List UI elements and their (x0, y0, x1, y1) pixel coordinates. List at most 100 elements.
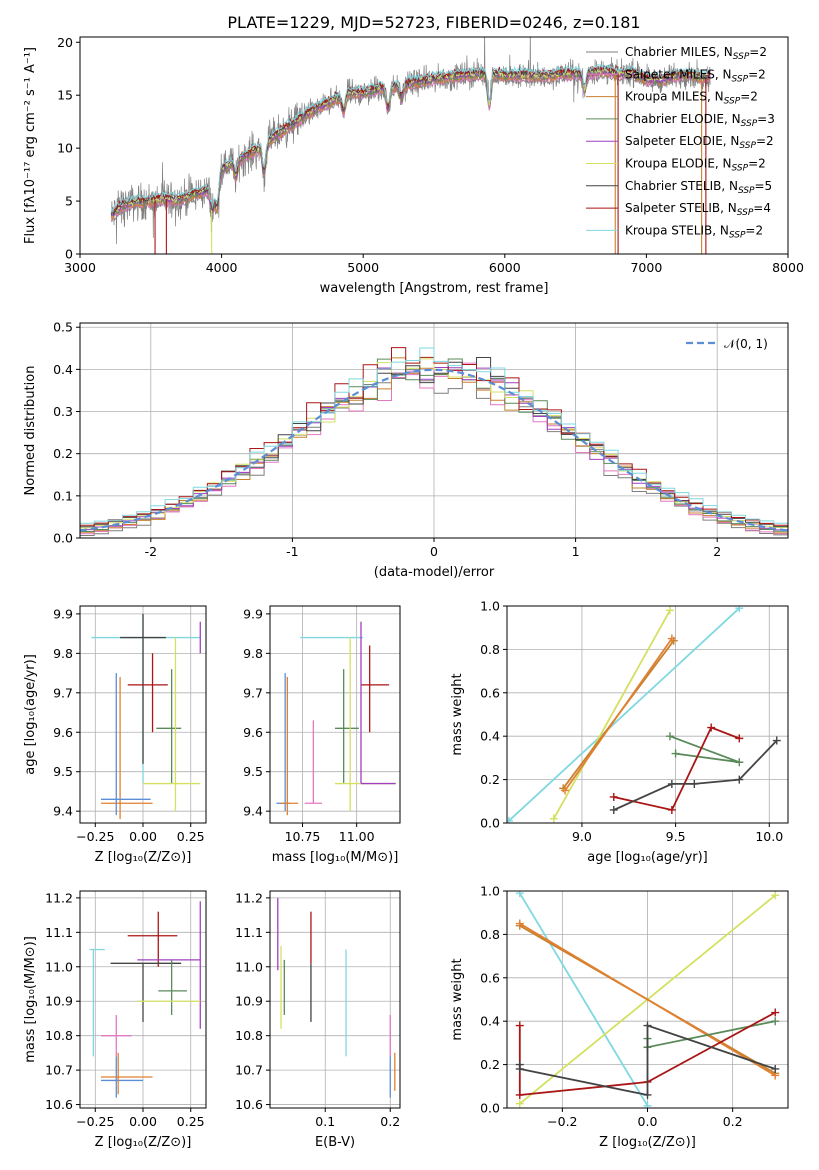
y-tick-label: 11.2 (45, 890, 73, 905)
y-tick-label: 11.1 (235, 925, 263, 940)
y-tick-label: 10.8 (45, 1028, 73, 1043)
x-tick-label: 0.00 (129, 1114, 157, 1129)
y-axis-label: Normed distribution (23, 366, 38, 496)
x-tick-label: -2 (145, 544, 157, 559)
age_vs_Z-plot-area (91, 613, 201, 820)
x-tick-label: 10.0 (755, 829, 783, 844)
plus-marker (549, 814, 558, 823)
y-axis-label: age [log₁₀(age/yr)] (23, 654, 38, 775)
y-tick-label: 0.2 (53, 446, 73, 461)
y-tick-label: 0.2 (480, 1057, 500, 1072)
plus-marker (515, 891, 524, 898)
y-tick-label: 9.4 (53, 804, 73, 819)
x-axis-label: (data-model)/error (374, 565, 495, 580)
axes-frame (269, 605, 401, 824)
plus-marker (665, 606, 674, 615)
y-tick-label: 10.7 (235, 1063, 263, 1078)
age_vs_mass-plot-area (276, 621, 396, 816)
residuals-plot-area (80, 347, 788, 537)
errorbar-point (91, 613, 201, 784)
mass_weight_vs_Z-plot-area (515, 891, 780, 1108)
y-tick-label: 10.8 (235, 1028, 263, 1043)
errorbar-point (110, 962, 182, 1022)
y-tick-label: 0.0 (53, 531, 73, 546)
y-tick-label: 9.9 (243, 606, 263, 621)
y-tick-label: 9.6 (53, 725, 73, 740)
y-tick-label: 10.6 (235, 1097, 263, 1112)
plus-marker (735, 758, 744, 767)
axes-frame (79, 605, 207, 824)
x-tick-label: 0.0 (638, 1114, 658, 1129)
x-tick-label: 9.5 (666, 829, 686, 844)
y-tick-label: 0.6 (480, 970, 500, 985)
axes-frame (79, 36, 789, 255)
axes-frame (79, 890, 207, 1109)
plus-marker (671, 749, 680, 758)
mass_weight_vs_age-panel: 9.0 9.5 10.0 0.0 0.2 0.4 0.6 0.8 1.0 age [log₁₀(a… (450, 599, 789, 865)
plus-marker (515, 1064, 524, 1073)
series-line (508, 607, 740, 822)
mass_vs_Z-panel: −0.25 0.00 0.25 10.6 10.7 10.8 10.9 11.0 11.1 11.… (23, 890, 207, 1150)
y-tick-label: 9.8 (243, 646, 263, 661)
spectrum-plot-area (110, 37, 711, 254)
errorbar-point (335, 669, 359, 784)
y-tick-label: 15 (57, 88, 73, 103)
plus-marker (772, 736, 781, 745)
legend-entry: Chabrier STELIB, NSSP=5 (625, 179, 772, 196)
series-line (613, 739, 778, 811)
plus-marker (667, 805, 676, 814)
x-tick-label: 0 (430, 544, 438, 559)
mass_weight_vs_age-plot-area (507, 606, 781, 823)
y-tick-label: 9.9 (53, 606, 73, 621)
y-tick-label: 0.3 (53, 404, 73, 419)
x-tick-label: −0.25 (76, 829, 114, 844)
x-tick-label: -1 (286, 544, 298, 559)
y-tick-label: 5 (65, 194, 73, 209)
y-tick-label: 9.8 (53, 646, 73, 661)
plus-marker (707, 723, 716, 732)
x-tick-label: 0.00 (129, 829, 157, 844)
axes-frame (506, 890, 789, 1109)
legend-entry: Kroupa STELIB, NSSP=2 (625, 223, 763, 240)
residuals-panel: -2 -1 0 1 2 0.0 0.1 0.2 0.3 0.4 0.5 (data-model)/er… (23, 320, 789, 580)
plus-marker (507, 816, 513, 823)
x-axis-label: wavelength [Angstrom, rest frame] (320, 281, 549, 296)
plus-marker (515, 1090, 524, 1099)
x-tick-label: 11.00 (339, 829, 375, 844)
x-tick-label: 6000 (489, 260, 521, 275)
plus-marker (515, 1099, 524, 1108)
plus-marker (771, 1017, 780, 1026)
plus-marker (609, 792, 618, 801)
mass_vs_ebv-panel: 0.1 0.2 10.6 10.7 10.8 10.9 11.0 11.1 11.2 E(B-V) (235, 890, 401, 1150)
y-tick-label: 1.0 (480, 599, 500, 614)
legend-entry: Kroupa ELODIE, NSSP=2 (625, 157, 766, 174)
errorbar-point (101, 677, 153, 820)
plus-marker (771, 1064, 780, 1073)
errorbar-point (127, 653, 168, 733)
plus-marker (609, 805, 618, 814)
y-tick-label: 11.1 (45, 925, 73, 940)
errorbar-point (361, 645, 390, 733)
series-line (518, 1024, 776, 1097)
errorbar-point (101, 1052, 153, 1095)
y-tick-label: 11.0 (235, 959, 263, 974)
age_vs_mass-panel: 10.75 11.00 9.4 9.5 9.6 9.7 9.8 9.9 mass [log₁₀(… (243, 605, 401, 865)
x-tick-label: −0.2 (547, 1114, 577, 1129)
y-tick-label: 0.4 (480, 729, 500, 744)
model-spectrum-line (111, 72, 711, 223)
plus-marker (771, 891, 780, 900)
y-tick-label: 10 (57, 141, 73, 156)
y-tick-label: 0.0 (480, 1101, 500, 1116)
y-tick-label: 0.4 (480, 1014, 500, 1029)
y-tick-label: 0 (65, 247, 73, 262)
y-axis-label: mass weight (450, 673, 465, 755)
mass_weight_vs_Z-panel: −0.2 0.0 0.2 0.0 0.2 0.4 0.6 0.8 1.0 Z [log₁₀(Z/Z… (450, 884, 789, 1150)
legend-entry: Salpeter STELIB, NSSP=4 (625, 201, 771, 218)
y-tick-label: 20 (57, 35, 73, 50)
errorbar-point (156, 669, 182, 784)
plus-marker (515, 1021, 524, 1030)
y-tick-label: 0.0 (480, 816, 500, 831)
series-line (646, 1020, 776, 1049)
y-tick-label: 0.8 (480, 927, 500, 942)
